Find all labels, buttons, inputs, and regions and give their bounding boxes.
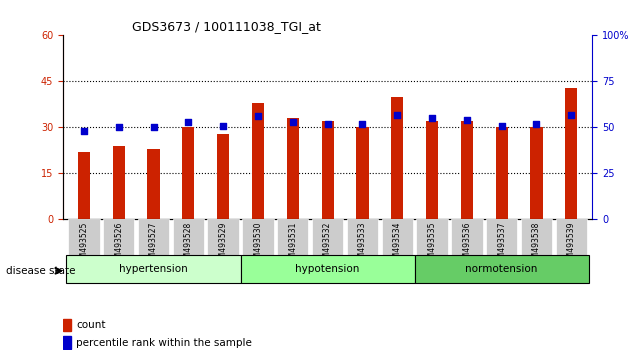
- Point: [183, 119, 193, 125]
- FancyBboxPatch shape: [67, 255, 241, 283]
- Bar: [182, 127, 195, 219]
- FancyBboxPatch shape: [241, 255, 415, 283]
- Point: [218, 123, 228, 129]
- Bar: [391, 97, 403, 219]
- Text: GDS3673 / 100111038_TGI_at: GDS3673 / 100111038_TGI_at: [132, 20, 321, 33]
- Text: disease state: disease state: [6, 266, 76, 276]
- Text: GSM493530: GSM493530: [253, 221, 263, 268]
- Point: [288, 119, 298, 125]
- Bar: [565, 87, 578, 219]
- Point: [532, 121, 542, 127]
- FancyBboxPatch shape: [138, 219, 169, 255]
- Text: GSM493534: GSM493534: [392, 221, 402, 268]
- FancyBboxPatch shape: [312, 219, 343, 255]
- Bar: [77, 152, 90, 219]
- FancyBboxPatch shape: [346, 219, 378, 255]
- FancyBboxPatch shape: [556, 219, 587, 255]
- FancyBboxPatch shape: [486, 219, 517, 255]
- Point: [149, 125, 159, 130]
- Bar: [287, 118, 299, 219]
- Text: GSM493538: GSM493538: [532, 221, 541, 268]
- Text: GSM493528: GSM493528: [184, 221, 193, 268]
- FancyBboxPatch shape: [207, 219, 239, 255]
- FancyBboxPatch shape: [415, 255, 588, 283]
- Text: hypertension: hypertension: [119, 264, 188, 274]
- FancyBboxPatch shape: [416, 219, 448, 255]
- Point: [253, 114, 263, 119]
- Point: [462, 117, 472, 123]
- Text: percentile rank within the sample: percentile rank within the sample: [76, 338, 252, 348]
- FancyBboxPatch shape: [103, 219, 134, 255]
- Point: [566, 112, 576, 118]
- Bar: [63, 336, 71, 349]
- Text: GSM493535: GSM493535: [428, 221, 437, 268]
- Text: GSM493537: GSM493537: [497, 221, 506, 268]
- Bar: [147, 149, 159, 219]
- Text: GSM493526: GSM493526: [114, 221, 123, 268]
- FancyBboxPatch shape: [382, 219, 413, 255]
- FancyBboxPatch shape: [173, 219, 204, 255]
- Point: [113, 125, 123, 130]
- Text: GSM493536: GSM493536: [462, 221, 471, 268]
- Text: GSM493527: GSM493527: [149, 221, 158, 268]
- Text: GSM493531: GSM493531: [289, 221, 297, 268]
- Point: [496, 123, 507, 129]
- Text: GSM493525: GSM493525: [79, 221, 88, 268]
- Text: count: count: [76, 320, 106, 330]
- Point: [79, 128, 89, 134]
- Text: GSM493529: GSM493529: [219, 221, 227, 268]
- Bar: [321, 121, 334, 219]
- Bar: [357, 127, 369, 219]
- Text: normotension: normotension: [466, 264, 538, 274]
- FancyBboxPatch shape: [68, 219, 100, 255]
- Bar: [530, 127, 542, 219]
- Bar: [217, 133, 229, 219]
- FancyBboxPatch shape: [243, 219, 273, 255]
- Text: GSM493533: GSM493533: [358, 221, 367, 268]
- Text: GSM493532: GSM493532: [323, 221, 332, 268]
- Text: GSM493539: GSM493539: [567, 221, 576, 268]
- Point: [357, 121, 367, 127]
- Point: [392, 112, 403, 118]
- Bar: [496, 127, 508, 219]
- FancyBboxPatch shape: [521, 219, 552, 255]
- Bar: [113, 146, 125, 219]
- Bar: [461, 121, 473, 219]
- Bar: [252, 103, 264, 219]
- Bar: [63, 319, 71, 331]
- Point: [427, 115, 437, 121]
- Text: hypotension: hypotension: [295, 264, 360, 274]
- Bar: [426, 121, 438, 219]
- Point: [323, 121, 333, 127]
- FancyBboxPatch shape: [451, 219, 483, 255]
- FancyBboxPatch shape: [277, 219, 309, 255]
